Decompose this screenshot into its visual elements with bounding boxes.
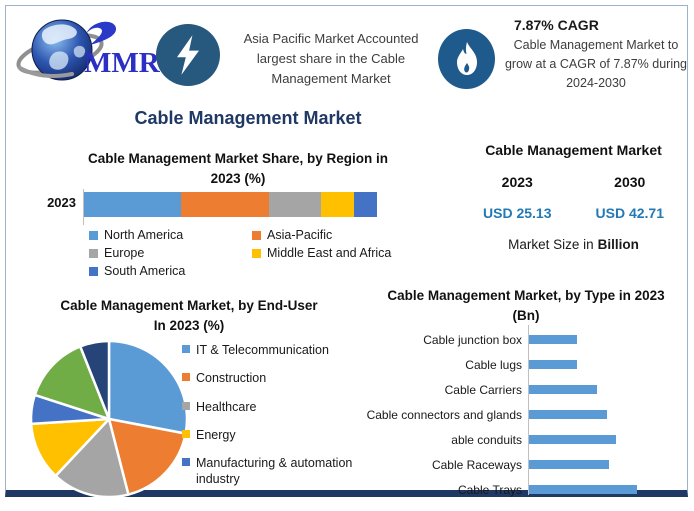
pie-slice-construction: [107, 417, 187, 496]
globe-orbit-icon: [16, 19, 117, 81]
legend-label: Manufacturing & automation industry: [196, 456, 353, 487]
type-chart-row: Cable connectors and glands: [356, 402, 688, 427]
pie-legend-item-energy: Energy: [182, 427, 354, 443]
pie-legend-item-it-telecommunication: IT & Telecommunication: [182, 342, 354, 358]
market-size-years: 2023 2030: [461, 174, 686, 190]
legend-label: Europe: [104, 246, 145, 260]
legend-item-south-america: South America: [89, 264, 252, 278]
bar-segment-asia-pacific: [180, 192, 269, 217]
type-chart-row: Cable lugs: [356, 352, 688, 377]
region-chart-category-label: 2023: [47, 195, 76, 210]
type-chart-row: Cable junction box: [356, 327, 688, 352]
type-chart-row: Cable Trays: [356, 477, 688, 502]
legend-swatch: [252, 249, 261, 258]
year-2023: 2023: [501, 174, 533, 190]
logo-swoosh: [86, 21, 117, 45]
flame-icon: [438, 29, 495, 89]
type-bar-chart: Cable junction box Cable lugs Cable Carrie…: [356, 323, 688, 497]
legend-label: IT & Telecommunication: [196, 343, 329, 357]
cagr-text: Cable Management Market to grow at a CAG…: [504, 38, 688, 90]
type-bar-cable-carriers: [529, 385, 598, 394]
market-size-caption: Market Size in Billion: [461, 237, 686, 252]
legend-item-europe: Europe: [89, 246, 252, 260]
pie-chart-legend: IT & Telecommunication Construction Health…: [182, 342, 354, 488]
legend-label: Middle East and Africa: [267, 246, 392, 260]
legend-label: Construction: [196, 371, 267, 386]
type-category-label: Cable lugs: [465, 357, 522, 372]
legend-item-asia-pacific: Asia-Pacific: [252, 228, 404, 242]
type-category-label: Cable junction box: [423, 332, 522, 347]
legend-item-middle-east-and-africa: Middle East and Africa: [252, 246, 404, 260]
legend-label: Asia-Pacific: [267, 228, 333, 242]
legend-label: South America: [104, 264, 186, 278]
lightning-icon: [156, 24, 220, 86]
region-chart-legend: North America Asia-Pacific Europe Middle Ea…: [89, 228, 404, 278]
type-bar-cable-trays: [529, 485, 637, 494]
bar-segment-middle-east-and-africa: [321, 192, 354, 217]
type-category-label: Cable Carriers: [444, 382, 522, 397]
type-bar-cable-junction-box: [529, 335, 577, 344]
pie-legend-item-manufacturing-automation-industry: Manufacturing & automation industry: [182, 455, 354, 488]
caption-prefix: Market Size in: [508, 237, 594, 252]
type-chart-row: Cable Raceways: [356, 452, 688, 477]
region-stacked-bar-chart: 2023: [36, 189, 436, 225]
bar-segment-north-america: [84, 192, 181, 217]
value-2030: USD 42.71: [595, 205, 664, 221]
pie-slice-unlabeled-5: [33, 345, 111, 421]
type-bar-cable-connectors-and-glands: [529, 410, 607, 419]
type-chart-row: able conduits: [356, 427, 688, 452]
legend-swatch: [182, 458, 190, 466]
type-category-label: Cable connectors and glands: [366, 407, 522, 422]
legend-swatch: [89, 231, 98, 240]
end-user-pie-chart: [29, 339, 189, 499]
legend-swatch: [182, 373, 190, 382]
type-category-label: Cable Trays: [457, 482, 522, 497]
legend-swatch: [89, 267, 98, 276]
bar-segment-south-america: [353, 192, 377, 217]
type-chart-row: Cable Carriers: [356, 377, 688, 402]
content-frame: MMR Asia Pacific Market Accounted larges…: [5, 5, 688, 499]
region-chart-axis: [83, 189, 84, 225]
type-chart-axis: [528, 325, 529, 495]
page-title: Cable Management Market: [134, 108, 362, 128]
header-highlight-text: Asia Pacific Market Accounted largest sh…: [243, 31, 419, 87]
legend-swatch: [182, 429, 190, 438]
legend-label: Energy: [196, 427, 236, 442]
year-2030: 2030: [614, 174, 646, 190]
legend-label: North America: [104, 228, 184, 242]
type-category-label: Cable Raceways: [431, 457, 522, 472]
market-size-panel-title: Cable Management Market: [485, 142, 662, 158]
pie-legend-item-construction: Construction: [182, 370, 354, 386]
pie-slice-it-telecommunication: [107, 339, 189, 435]
pie-slice-healthcare: [54, 417, 130, 499]
legend-swatch: [89, 249, 98, 258]
logo-text: MMR: [84, 47, 161, 79]
bar-segment-europe: [268, 192, 322, 217]
region-chart-title: Cable Management Market Share, by Region…: [87, 151, 389, 186]
market-size-values: USD 25.13 USD 42.71: [461, 205, 686, 221]
legend-swatch: [182, 345, 190, 353]
legend-item-north-america: North America: [89, 228, 252, 242]
type-bar-able-conduits: [529, 435, 617, 444]
cagr-title: 7.87% CAGR: [514, 17, 599, 33]
type-category-label: able conduits: [451, 432, 522, 447]
pie-slice-unlabeled-6: [79, 339, 111, 421]
legend-swatch: [252, 231, 261, 240]
value-2023: USD 25.13: [483, 205, 552, 221]
region-stacked-bar: [84, 192, 377, 217]
mmr-logo: MMR: [16, 19, 161, 81]
cagr-block: 7.87% CAGR Cable Management Market to gr…: [500, 17, 692, 92]
type-bar-cable-raceways: [529, 460, 609, 469]
pie-chart-title: Cable Management Market, by End-User In …: [60, 298, 318, 333]
type-chart-title: Cable Management Market, by Type in 2023…: [387, 288, 665, 323]
legend-swatch: [182, 401, 190, 410]
type-bar-cable-lugs: [529, 360, 577, 369]
pie-legend-item-healthcare: Healthcare: [182, 399, 354, 415]
legend-label: Healthcare: [196, 399, 257, 414]
caption-unit: Billion: [597, 237, 639, 252]
